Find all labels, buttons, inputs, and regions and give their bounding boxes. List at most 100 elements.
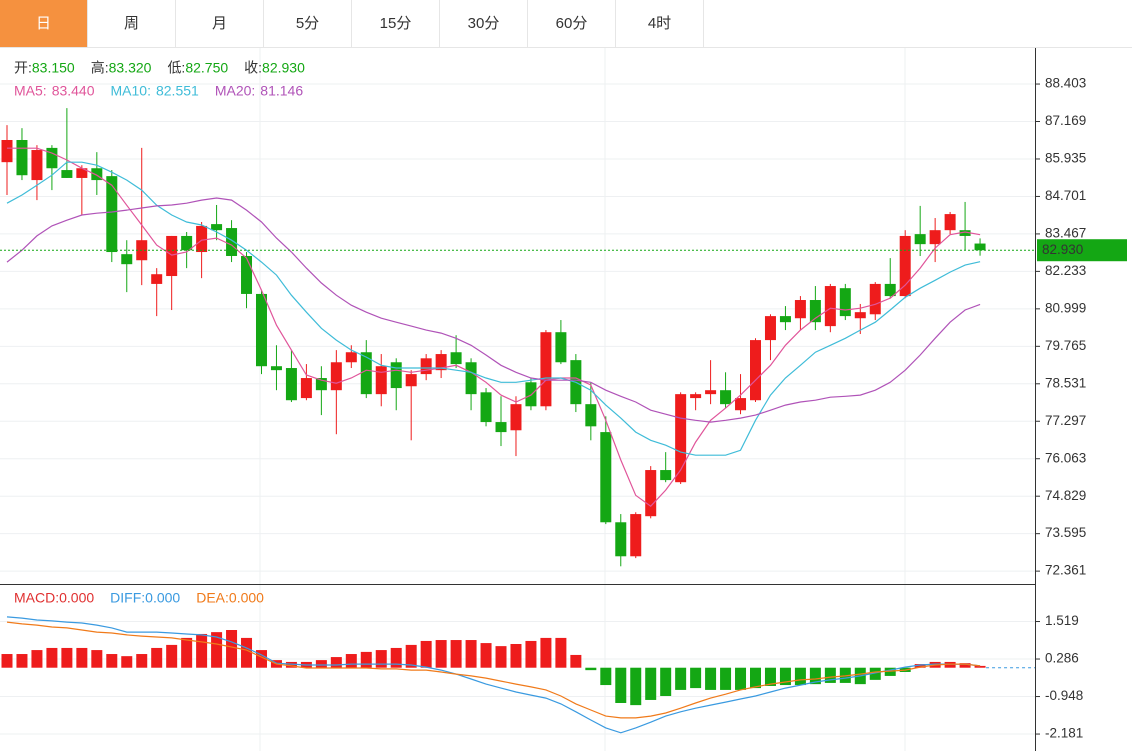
candle-body xyxy=(510,404,522,431)
ma-line xyxy=(7,147,981,507)
legend-value: 0.000 xyxy=(229,590,264,606)
price-tag xyxy=(1037,239,1127,262)
y-tick-label: 83.467 xyxy=(1045,225,1086,240)
macd-bar xyxy=(226,630,238,668)
macd-bar xyxy=(31,650,43,668)
macd-bar xyxy=(420,640,432,668)
candle-body xyxy=(585,404,597,427)
tab[interactable]: 15分 xyxy=(352,0,440,47)
candle-body xyxy=(794,300,806,319)
y-tick-label: -2.181 xyxy=(1045,726,1083,741)
candle-body xyxy=(1,140,13,163)
macd-bar xyxy=(600,667,612,686)
macd-bar xyxy=(166,644,178,668)
macd-bar xyxy=(181,637,193,668)
candle-body xyxy=(809,300,821,323)
y-tick-label: 1.519 xyxy=(1045,613,1079,628)
macd-bar xyxy=(121,656,133,668)
macd-bar xyxy=(16,654,28,668)
candle-body xyxy=(705,390,717,395)
macd-bar xyxy=(705,667,717,690)
price-tag-label: 82.930 xyxy=(1042,242,1083,257)
tab[interactable]: 30分 xyxy=(440,0,528,47)
candle-body xyxy=(166,235,178,277)
macd-bar xyxy=(435,640,447,668)
tab[interactable]: 5分 xyxy=(264,0,352,47)
tab[interactable]: 60分 xyxy=(528,0,616,47)
candle-body xyxy=(944,214,956,231)
candle-body xyxy=(76,168,88,178)
macd-bar xyxy=(959,663,971,668)
tab[interactable]: 月 xyxy=(176,0,264,47)
candle-body xyxy=(330,362,342,391)
candle-body xyxy=(630,514,642,557)
candle-body xyxy=(959,230,971,236)
macd-bar xyxy=(106,654,118,668)
macd-bar xyxy=(196,633,208,668)
macd-bar xyxy=(330,657,342,668)
candle-body xyxy=(555,332,567,363)
macd-bar xyxy=(660,667,672,696)
macd-bar xyxy=(570,654,582,668)
tab[interactable]: 周 xyxy=(88,0,176,47)
candle-body xyxy=(181,235,193,251)
macd-bar xyxy=(136,654,148,668)
ohlc-name: 开: xyxy=(14,60,32,76)
candle-body xyxy=(106,176,118,253)
macd-bar xyxy=(46,647,58,668)
candle-body xyxy=(91,168,103,181)
macd-bar xyxy=(720,667,732,690)
macd-bar xyxy=(869,667,881,680)
y-tick-label: 74.829 xyxy=(1045,488,1086,503)
candle-body xyxy=(854,312,866,319)
macd-bar xyxy=(345,654,357,668)
candle-body xyxy=(869,283,881,315)
candle-body xyxy=(540,332,552,407)
macd-bar xyxy=(779,667,791,686)
candle-body xyxy=(675,394,687,483)
ma-line xyxy=(6,197,981,423)
candle-body xyxy=(241,255,253,294)
macd-bar xyxy=(794,667,806,686)
macd-bar xyxy=(285,661,297,668)
macd-bar xyxy=(585,667,597,671)
candle-body xyxy=(839,288,851,317)
candle-body xyxy=(121,254,133,265)
candle-body xyxy=(375,366,387,395)
candle-body xyxy=(495,422,507,433)
legend-name: MA20: xyxy=(215,83,255,99)
legend-name: MA5: xyxy=(14,83,47,99)
candle-body xyxy=(345,352,357,363)
y-tick-label: 77.297 xyxy=(1045,413,1086,428)
macd-bar xyxy=(241,637,253,668)
macd-bar xyxy=(615,667,627,703)
macd-bar xyxy=(495,646,507,668)
ohlc-value: 83.150 xyxy=(32,60,75,76)
candle-body xyxy=(196,225,208,253)
macd-bar xyxy=(91,650,103,668)
macd-bar xyxy=(315,660,327,668)
candle-body xyxy=(660,470,672,481)
candle-body xyxy=(420,358,432,375)
macd-bar xyxy=(914,664,926,668)
candle-body xyxy=(735,398,747,411)
macd-bar xyxy=(480,643,492,668)
macd-bar xyxy=(405,644,417,668)
candle-body xyxy=(764,316,776,341)
y-tick-label: 80.999 xyxy=(1045,300,1086,315)
tab[interactable]: 4时 xyxy=(616,0,704,47)
legend-value: 82.551 xyxy=(156,83,199,99)
candle-body xyxy=(300,378,312,399)
ohlc-value: 82.930 xyxy=(262,60,305,76)
candle-body xyxy=(285,368,297,401)
macd-line xyxy=(6,616,981,734)
tab[interactable]: 日 xyxy=(0,0,88,47)
y-tick-label: 76.063 xyxy=(1045,450,1086,465)
macd-bar xyxy=(884,667,896,676)
candle-body xyxy=(824,286,836,327)
macd-bar xyxy=(824,667,836,683)
y-tick-label: 72.361 xyxy=(1045,563,1086,578)
candle-body xyxy=(525,382,537,407)
